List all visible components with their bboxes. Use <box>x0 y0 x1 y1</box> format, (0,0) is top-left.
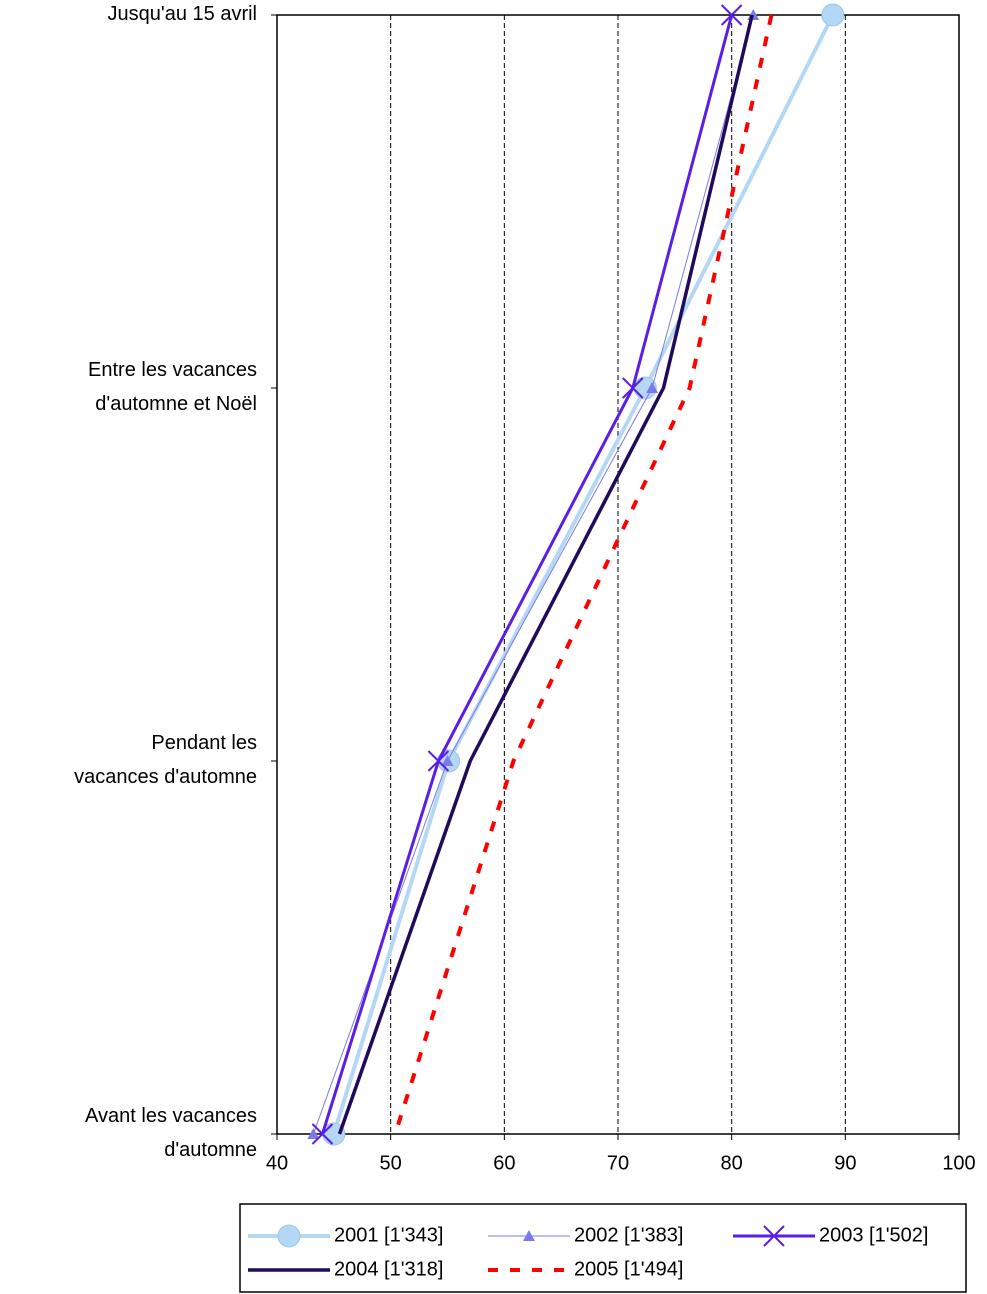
x-tick-label: 60 <box>493 1152 515 1174</box>
marker <box>763 1225 785 1247</box>
series-line <box>331 14 835 1135</box>
x-tick-label: 40 <box>266 1152 288 1174</box>
legend-label: 2005 [1'494] <box>574 1258 683 1280</box>
marker <box>427 750 450 772</box>
series-line <box>393 14 774 1135</box>
marker <box>523 1230 535 1241</box>
plot-area <box>276 14 960 1135</box>
y-tick-label-line: Avant les vacances <box>85 1105 257 1127</box>
y-tick-label-line: Pendant les <box>151 732 257 754</box>
series-line <box>321 14 734 1135</box>
x-tick-label: 70 <box>607 1152 629 1174</box>
y-tick-label: Avant les vacances d'automne <box>85 1105 257 1161</box>
marker <box>311 1123 334 1145</box>
legend-label: 2002 [1'383] <box>574 1224 683 1246</box>
y-tick-label-line: d'automne et Noël <box>95 393 257 415</box>
marker <box>720 4 743 26</box>
y-tick-label-line: Jusqu'au 15 avril <box>108 3 257 25</box>
legend-label: 2003 [1'502] <box>819 1224 928 1246</box>
y-tick-label-line: Entre les vacances <box>88 359 257 381</box>
x-tick-label: 100 <box>942 1152 975 1174</box>
y-tick-label: Entre les vacances d'automne et Noël <box>88 359 257 415</box>
legend-label: 2004 [1'318] <box>334 1258 443 1280</box>
legend-label: 2001 [1'343] <box>334 1224 443 1246</box>
series-line <box>337 14 754 1135</box>
y-tick-label: Pendant les vacances d'automne <box>74 732 257 788</box>
marker <box>821 3 845 27</box>
y-tick-label-line: vacances d'automne <box>74 766 257 788</box>
marker <box>307 1128 320 1139</box>
legend-box <box>239 1203 967 1293</box>
y-tick-label: Jusqu'au 15 avril <box>108 3 257 25</box>
x-tick-label: 80 <box>721 1152 743 1174</box>
marker <box>646 382 659 393</box>
marker <box>441 755 454 766</box>
x-tick-label: 50 <box>380 1152 402 1174</box>
marker <box>622 377 644 399</box>
x-tick-label: 90 <box>834 1152 856 1174</box>
marker <box>277 1224 301 1248</box>
y-tick-label-line: d'automne <box>164 1139 257 1161</box>
